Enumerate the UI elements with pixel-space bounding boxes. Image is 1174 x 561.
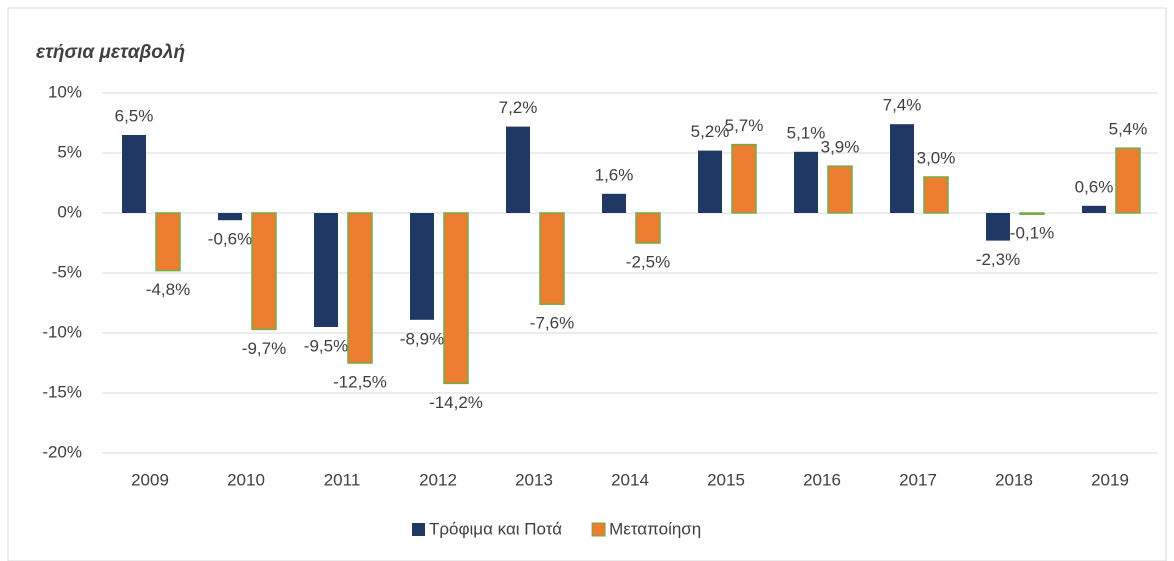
data-label: 6,5% (115, 106, 154, 125)
data-label: 5,7% (725, 116, 764, 135)
bar (635, 212, 661, 244)
x-tick-label: 2009 (131, 470, 169, 489)
y-tick-label: 0% (57, 202, 82, 221)
bar (506, 126, 530, 213)
bar (218, 213, 242, 221)
data-label: 5,1% (787, 123, 826, 142)
legend-label: Μεταποίηση (609, 519, 701, 538)
bar (410, 213, 434, 320)
bar (698, 150, 722, 213)
bar (827, 165, 853, 214)
y-tick-label: 10% (48, 82, 82, 101)
bar (923, 176, 949, 214)
data-label: -14,2% (429, 393, 483, 412)
data-label: -2,3% (976, 250, 1020, 269)
chart-frame (7, 7, 1167, 561)
data-label: 3,9% (821, 138, 860, 157)
bar (539, 212, 565, 305)
data-label: -9,7% (242, 339, 286, 358)
bar (602, 193, 626, 213)
bar (314, 213, 338, 327)
bar (890, 124, 914, 213)
data-label: -12,5% (333, 372, 387, 391)
data-label: -4,8% (146, 280, 190, 299)
bar (347, 212, 373, 364)
x-tick-label: 2018 (995, 470, 1033, 489)
data-label: 3,0% (917, 148, 956, 167)
data-label: -0,6% (208, 230, 252, 249)
data-label: -7,6% (530, 314, 574, 333)
bar (1082, 205, 1106, 213)
data-label: 5,4% (1109, 120, 1148, 139)
data-label: -0,1% (1010, 224, 1054, 243)
x-tick-label: 2016 (803, 470, 841, 489)
bar (1115, 147, 1141, 214)
data-label: 7,4% (883, 96, 922, 115)
chart-title: ετήσια μεταβολή (36, 42, 185, 63)
bar (122, 135, 146, 213)
data-label: -8,9% (400, 329, 444, 348)
bar (443, 212, 469, 385)
x-tick-label: 2012 (419, 470, 457, 489)
data-label: -2,5% (626, 252, 670, 271)
x-tick-label: 2017 (899, 470, 937, 489)
y-tick-label: -10% (42, 322, 82, 341)
data-label: 0,6% (1075, 177, 1114, 196)
bar (251, 212, 277, 331)
x-tick-label: 2015 (707, 470, 745, 489)
x-tick-label: 2010 (227, 470, 265, 489)
x-tick-label: 2011 (324, 470, 361, 489)
y-tick-label: -15% (42, 382, 82, 401)
data-label: 1,6% (595, 165, 634, 184)
bar (794, 151, 818, 213)
bar (986, 213, 1010, 241)
x-tick-label: 2019 (1091, 470, 1129, 489)
legend-swatch (412, 523, 425, 536)
x-tick-label: 2014 (611, 470, 649, 489)
bar (731, 143, 757, 214)
data-label: 5,2% (691, 122, 730, 141)
y-tick-label: -5% (52, 262, 82, 281)
bar (1019, 212, 1045, 215)
legend-label: Τρόφιμα και Ποτά (429, 519, 562, 538)
bar (155, 212, 181, 272)
legend-swatch (591, 522, 606, 537)
y-tick-label: -20% (42, 442, 82, 461)
data-label: 7,2% (499, 98, 538, 117)
data-label: -9,5% (304, 336, 348, 355)
y-tick-label: 5% (57, 142, 82, 161)
x-tick-label: 2013 (515, 470, 553, 489)
